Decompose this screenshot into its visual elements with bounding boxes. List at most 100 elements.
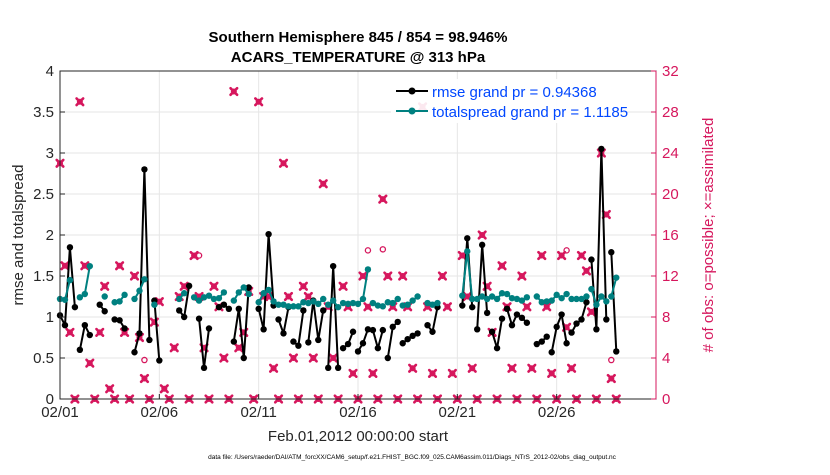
y-left-tick-label: 3.5 xyxy=(33,104,54,121)
obs-assimilated-marker xyxy=(95,327,105,337)
series-point xyxy=(344,340,352,348)
series-point xyxy=(578,316,585,323)
obs-assimilated-marker xyxy=(547,368,557,378)
series-point xyxy=(369,299,377,307)
series-point xyxy=(493,295,501,303)
obs-assimilated-marker xyxy=(586,307,597,317)
series-point xyxy=(61,296,69,303)
obs-assimilated-marker xyxy=(100,281,110,291)
series-point xyxy=(518,314,526,322)
obs-assimilated-marker xyxy=(437,271,448,281)
obs-assimilated-marker xyxy=(75,97,85,107)
series-point xyxy=(315,300,322,308)
obs-assimilated-marker xyxy=(85,358,95,368)
series-line-segment xyxy=(550,313,568,353)
series-point xyxy=(101,293,108,300)
y-left-tick-label: 2 xyxy=(46,227,54,244)
series-point xyxy=(568,329,575,336)
series-point xyxy=(136,287,143,294)
series-point xyxy=(588,285,595,293)
series-point xyxy=(66,276,74,284)
obs-assimilated-marker xyxy=(318,179,328,189)
series-point xyxy=(195,315,203,322)
axes: 02/01 02/06 02/11 02/16 02/21 02/26 0 0.5 1 1.5 2 2… xyxy=(33,63,679,421)
series-point xyxy=(205,292,213,299)
series-point xyxy=(553,323,560,331)
series-point xyxy=(275,316,282,323)
y-left-tick-label: 1 xyxy=(46,309,54,326)
series-point xyxy=(180,290,188,297)
series-point xyxy=(434,299,441,307)
series-point xyxy=(265,230,272,238)
series-point xyxy=(156,357,163,364)
obs-assimilated-marker xyxy=(378,194,388,204)
series-point xyxy=(295,303,302,310)
obs-assimilated-marker xyxy=(348,368,358,378)
series-point xyxy=(116,317,123,324)
series-point xyxy=(498,315,506,322)
series-point xyxy=(270,298,277,305)
series-point xyxy=(364,326,372,333)
series-point xyxy=(488,328,496,335)
series-point xyxy=(290,303,297,310)
series-point xyxy=(469,303,476,311)
series-point xyxy=(563,340,570,347)
series-point xyxy=(374,344,382,352)
series-point xyxy=(414,330,421,337)
obs-possible-marker xyxy=(195,252,203,259)
obs-assimilated-marker xyxy=(497,261,507,271)
series-point xyxy=(379,326,387,334)
series-point xyxy=(61,322,69,329)
series-point xyxy=(533,293,540,300)
obs-possible-marker xyxy=(379,246,387,253)
series-point xyxy=(205,325,213,332)
series-point xyxy=(488,293,496,300)
y-axis-label-left: rmse and totalspread xyxy=(10,165,27,306)
series-point xyxy=(429,301,436,308)
obs-assimilated-marker xyxy=(115,261,125,271)
series-point xyxy=(280,301,287,308)
series-point xyxy=(459,302,466,309)
x-tick-label: 02/26 xyxy=(538,404,576,421)
obs-assimilated-marker xyxy=(139,373,150,384)
obs-assimilated-marker xyxy=(527,363,537,373)
series-point xyxy=(598,145,605,153)
series-point xyxy=(474,295,481,303)
series-point xyxy=(573,295,580,303)
series-point xyxy=(131,295,138,303)
obs-assimilated-marker xyxy=(209,281,219,291)
series-point xyxy=(86,262,94,270)
series-point xyxy=(613,348,620,355)
y-right-tick-label: 24 xyxy=(662,145,679,162)
series-point xyxy=(349,328,357,335)
series-point xyxy=(394,318,401,326)
series-point xyxy=(325,301,332,308)
obs-assimilated-marker xyxy=(507,363,517,373)
obs-assimilated-marker xyxy=(65,327,75,337)
series-point xyxy=(474,326,481,333)
series-point xyxy=(305,299,312,307)
obs-possible-marker xyxy=(141,356,148,364)
obs-assimilated-marker xyxy=(576,250,587,261)
series-point xyxy=(384,299,391,306)
series-point xyxy=(573,320,580,327)
series-point xyxy=(220,301,228,308)
data-file-footer: data file: /Users/raeder/DAI/ATM_forcXX/… xyxy=(208,454,617,461)
obs-assimilated-marker xyxy=(303,291,313,302)
series-line-segment xyxy=(133,168,151,353)
series-point xyxy=(290,338,297,345)
series-point xyxy=(81,290,89,298)
obs-assimilated-marker xyxy=(129,271,140,281)
series-point xyxy=(369,326,377,334)
series-point xyxy=(538,299,545,306)
series-point xyxy=(146,336,153,344)
y-right-tick-label: 8 xyxy=(662,309,670,326)
series-point xyxy=(320,307,327,314)
series-point xyxy=(275,301,282,308)
series-point xyxy=(613,274,620,281)
series-point xyxy=(200,294,208,301)
obs-assimilated-marker xyxy=(606,373,616,384)
series-point xyxy=(354,348,362,355)
y-right-tick-label: 4 xyxy=(662,350,670,367)
series-point xyxy=(508,322,516,329)
